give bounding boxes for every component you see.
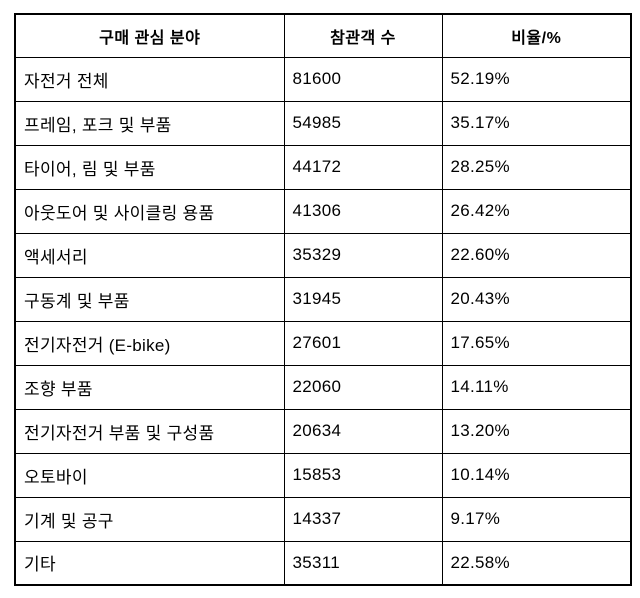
- table-row: 자전거 전체 81600 52.19%: [14, 56, 632, 102]
- ratio-cell: 28.25%: [441, 144, 632, 190]
- table-row: 구동계 및 부품 31945 20.43%: [14, 276, 632, 322]
- visitor-count-cell: 41306: [283, 188, 443, 234]
- category-cell: 구동계 및 부품: [14, 276, 285, 322]
- ratio-cell: 26.42%: [441, 188, 632, 234]
- table-row: 프레임, 포크 및 부품 54985 35.17%: [14, 100, 632, 146]
- visitor-count-cell: 22060: [283, 364, 443, 410]
- table-row: 기계 및 공구 14337 9.17%: [14, 496, 632, 542]
- ratio-cell: 10.14%: [441, 452, 632, 498]
- category-cell: 오토바이: [14, 452, 285, 498]
- table-row: 액세서리 35329 22.60%: [14, 232, 632, 278]
- visitor-count-cell: 54985: [283, 100, 443, 146]
- table-row: 아웃도어 및 사이클링 용품 41306 26.42%: [14, 188, 632, 234]
- category-cell: 아웃도어 및 사이클링 용품: [14, 188, 285, 234]
- header-visitor-count: 참관객 수: [283, 13, 443, 58]
- visitor-count-cell: 27601: [283, 320, 443, 366]
- table-row: 오토바이 15853 10.14%: [14, 452, 632, 498]
- table-header-row: 구매 관심 분야 참관객 수 비율/%: [14, 13, 632, 58]
- visitor-count-cell: 20634: [283, 408, 443, 454]
- header-category: 구매 관심 분야: [14, 13, 285, 58]
- header-ratio-percent: 비율/%: [441, 13, 632, 58]
- visitor-count-cell: 35329: [283, 232, 443, 278]
- category-cell: 조향 부품: [14, 364, 285, 410]
- category-cell: 자전거 전체: [14, 56, 285, 102]
- ratio-cell: 22.58%: [441, 540, 632, 586]
- ratio-cell: 52.19%: [441, 56, 632, 102]
- ratio-cell: 35.17%: [441, 100, 632, 146]
- table-row: 전기자전거 (E-bike) 27601 17.65%: [14, 320, 632, 366]
- table-row: 타이어, 림 및 부품 44172 28.25%: [14, 144, 632, 190]
- ratio-cell: 17.65%: [441, 320, 632, 366]
- table-row: 조향 부품 22060 14.11%: [14, 364, 632, 410]
- category-cell: 전기자전거 (E-bike): [14, 320, 285, 366]
- category-cell: 타이어, 림 및 부품: [14, 144, 285, 190]
- category-cell: 프레임, 포크 및 부품: [14, 100, 285, 146]
- visitor-count-cell: 14337: [283, 496, 443, 542]
- ratio-cell: 9.17%: [441, 496, 632, 542]
- ratio-cell: 13.20%: [441, 408, 632, 454]
- ratio-cell: 22.60%: [441, 232, 632, 278]
- purchase-interest-table: 구매 관심 분야 참관객 수 비율/% 자전거 전체 81600 52.19% 프레임…: [14, 13, 632, 586]
- visitor-count-cell: 81600: [283, 56, 443, 102]
- purchase-interest-table-container: 구매 관심 분야 참관객 수 비율/% 자전거 전체 81600 52.19% 프레임…: [14, 13, 632, 586]
- table-row: 전기자전거 부품 및 구성품 20634 13.20%: [14, 408, 632, 454]
- category-cell: 기계 및 공구: [14, 496, 285, 542]
- visitor-count-cell: 15853: [283, 452, 443, 498]
- category-cell: 전기자전거 부품 및 구성품: [14, 408, 285, 454]
- ratio-cell: 20.43%: [441, 276, 632, 322]
- category-cell: 기타: [14, 540, 285, 586]
- category-cell: 액세서리: [14, 232, 285, 278]
- table-row: 기타 35311 22.58%: [14, 540, 632, 586]
- visitor-count-cell: 35311: [283, 540, 443, 586]
- visitor-count-cell: 44172: [283, 144, 443, 190]
- ratio-cell: 14.11%: [441, 364, 632, 410]
- visitor-count-cell: 31945: [283, 276, 443, 322]
